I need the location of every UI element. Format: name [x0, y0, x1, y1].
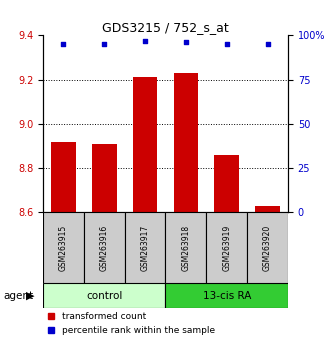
Text: GSM263917: GSM263917 — [141, 225, 150, 271]
Text: GSM263916: GSM263916 — [100, 225, 109, 271]
Bar — [247, 212, 288, 283]
Bar — [92, 144, 117, 212]
Bar — [255, 206, 280, 212]
Bar — [84, 212, 125, 283]
Bar — [51, 142, 76, 212]
Title: GDS3215 / 752_s_at: GDS3215 / 752_s_at — [102, 21, 229, 34]
Text: GSM263915: GSM263915 — [59, 225, 68, 271]
Text: control: control — [86, 291, 122, 301]
Point — [102, 41, 107, 47]
Bar — [174, 73, 198, 212]
Bar — [206, 212, 247, 283]
Text: ▶: ▶ — [25, 291, 34, 301]
Text: agent: agent — [3, 291, 33, 301]
Text: 13-cis RA: 13-cis RA — [203, 291, 251, 301]
Point — [142, 38, 148, 44]
Point — [183, 40, 189, 45]
Bar — [43, 212, 84, 283]
Point — [61, 41, 66, 47]
Text: GSM263920: GSM263920 — [263, 225, 272, 271]
Text: GSM263919: GSM263919 — [222, 225, 231, 271]
Bar — [43, 283, 166, 308]
Bar — [133, 78, 157, 212]
Bar — [125, 212, 166, 283]
Bar — [166, 212, 206, 283]
Point — [265, 41, 270, 47]
Bar — [214, 155, 239, 212]
Bar — [166, 283, 288, 308]
Text: GSM263918: GSM263918 — [181, 225, 190, 271]
Legend: transformed count, percentile rank within the sample: transformed count, percentile rank withi… — [48, 313, 215, 335]
Point — [224, 41, 229, 47]
